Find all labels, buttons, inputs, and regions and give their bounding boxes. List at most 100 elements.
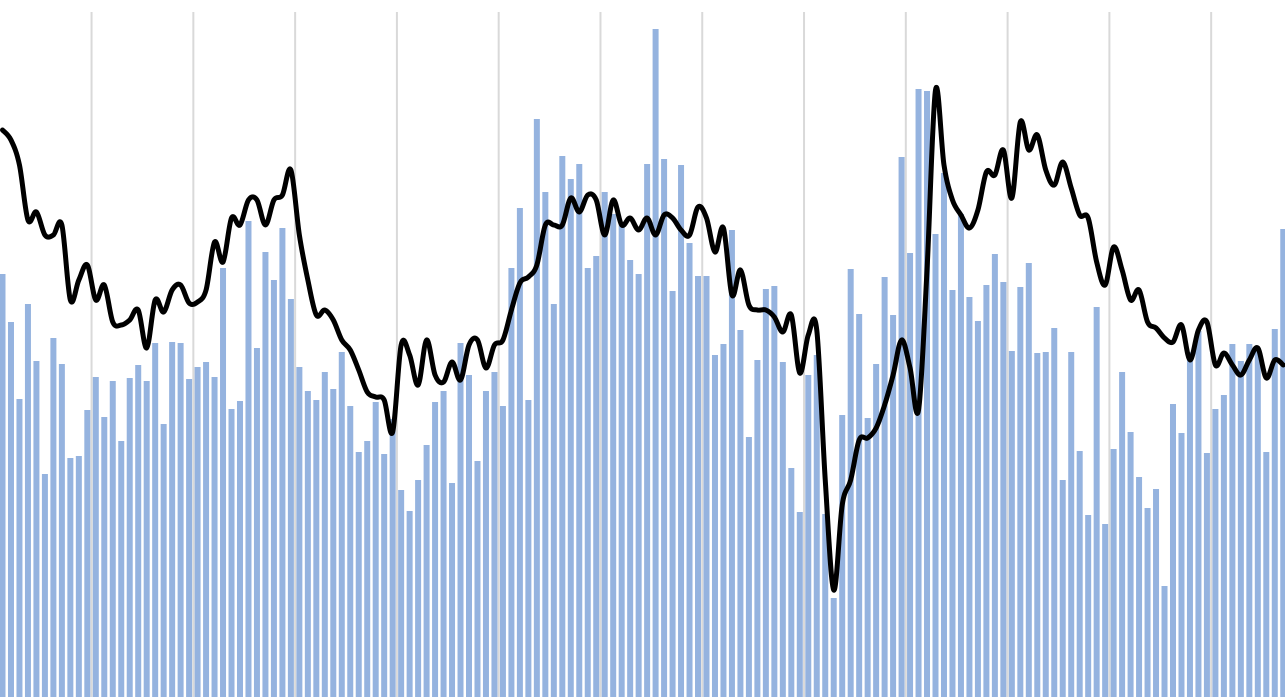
bar bbox=[304, 391, 311, 697]
bar bbox=[983, 285, 990, 697]
bar bbox=[1034, 353, 1041, 697]
bar bbox=[678, 165, 685, 697]
bar bbox=[1212, 409, 1219, 697]
bar bbox=[584, 268, 591, 697]
bar bbox=[1076, 451, 1083, 697]
bar bbox=[482, 391, 489, 697]
bar bbox=[7, 322, 14, 697]
bar bbox=[796, 512, 803, 697]
bar bbox=[711, 355, 718, 697]
bar bbox=[974, 321, 981, 697]
bar bbox=[398, 490, 405, 697]
bar bbox=[1093, 307, 1100, 697]
bar bbox=[1178, 433, 1185, 697]
bar bbox=[347, 406, 354, 697]
bar bbox=[1229, 344, 1236, 697]
bar bbox=[440, 391, 447, 697]
bar bbox=[449, 483, 456, 697]
bar bbox=[1169, 404, 1176, 697]
bar bbox=[856, 314, 863, 697]
bar bbox=[610, 214, 617, 697]
bar bbox=[355, 452, 362, 697]
bar bbox=[270, 280, 277, 697]
bar bbox=[389, 419, 396, 697]
bar bbox=[1271, 329, 1278, 697]
bar bbox=[211, 377, 218, 697]
bar bbox=[0, 274, 6, 697]
bar bbox=[1102, 524, 1109, 697]
bar bbox=[907, 253, 914, 697]
bar bbox=[525, 400, 532, 697]
bar bbox=[1017, 287, 1024, 697]
bar bbox=[135, 365, 142, 697]
bar bbox=[1161, 586, 1168, 697]
bar bbox=[1042, 352, 1049, 697]
bar bbox=[1008, 351, 1015, 697]
bar bbox=[177, 343, 184, 697]
bar bbox=[813, 355, 820, 697]
bar bbox=[695, 276, 702, 697]
bar bbox=[949, 290, 956, 697]
bar bbox=[805, 375, 812, 697]
bar bbox=[924, 91, 931, 697]
bar bbox=[75, 456, 82, 697]
bar bbox=[1144, 508, 1151, 697]
bar bbox=[228, 409, 235, 697]
bar bbox=[550, 304, 557, 697]
bar bbox=[686, 243, 693, 697]
bar bbox=[991, 254, 998, 697]
bar bbox=[745, 437, 752, 697]
bar bbox=[41, 474, 48, 697]
bar bbox=[1110, 449, 1117, 697]
bar bbox=[898, 157, 905, 697]
bar bbox=[932, 234, 939, 697]
bar bbox=[143, 381, 150, 697]
bar bbox=[1237, 361, 1244, 697]
bar bbox=[644, 164, 651, 697]
bar bbox=[330, 389, 337, 697]
bar bbox=[406, 511, 413, 697]
bar bbox=[635, 274, 642, 697]
bar bbox=[661, 159, 668, 697]
bar bbox=[542, 192, 549, 697]
bar bbox=[864, 418, 871, 697]
bar bbox=[279, 228, 286, 697]
bar bbox=[703, 276, 710, 697]
bar bbox=[160, 424, 167, 697]
bar bbox=[169, 342, 176, 697]
bar bbox=[1203, 453, 1210, 697]
bar bbox=[33, 361, 40, 697]
bar bbox=[1220, 395, 1227, 697]
bar bbox=[890, 315, 897, 697]
bar bbox=[432, 402, 439, 697]
bar bbox=[220, 268, 227, 697]
bar bbox=[957, 214, 964, 697]
bar bbox=[576, 164, 583, 697]
bar bbox=[627, 260, 634, 697]
bar bbox=[1280, 229, 1285, 697]
bar bbox=[126, 378, 133, 697]
bar bbox=[720, 344, 727, 697]
bar bbox=[533, 119, 540, 697]
bar bbox=[618, 224, 625, 697]
bar bbox=[474, 461, 481, 697]
bar bbox=[253, 348, 260, 697]
bar bbox=[58, 364, 65, 697]
bar bbox=[84, 410, 91, 697]
bar bbox=[1186, 352, 1193, 697]
bar bbox=[830, 598, 837, 697]
bar bbox=[296, 367, 303, 697]
bar bbox=[194, 367, 201, 697]
bar bbox=[728, 230, 735, 697]
bar bbox=[771, 286, 778, 697]
bar bbox=[67, 458, 74, 697]
bar bbox=[457, 343, 464, 697]
bar bbox=[737, 330, 744, 697]
bar bbox=[762, 289, 769, 697]
bar bbox=[152, 343, 159, 697]
bar bbox=[92, 377, 99, 697]
bar bbox=[1025, 263, 1032, 697]
bar bbox=[822, 514, 829, 697]
bar bbox=[567, 179, 574, 697]
